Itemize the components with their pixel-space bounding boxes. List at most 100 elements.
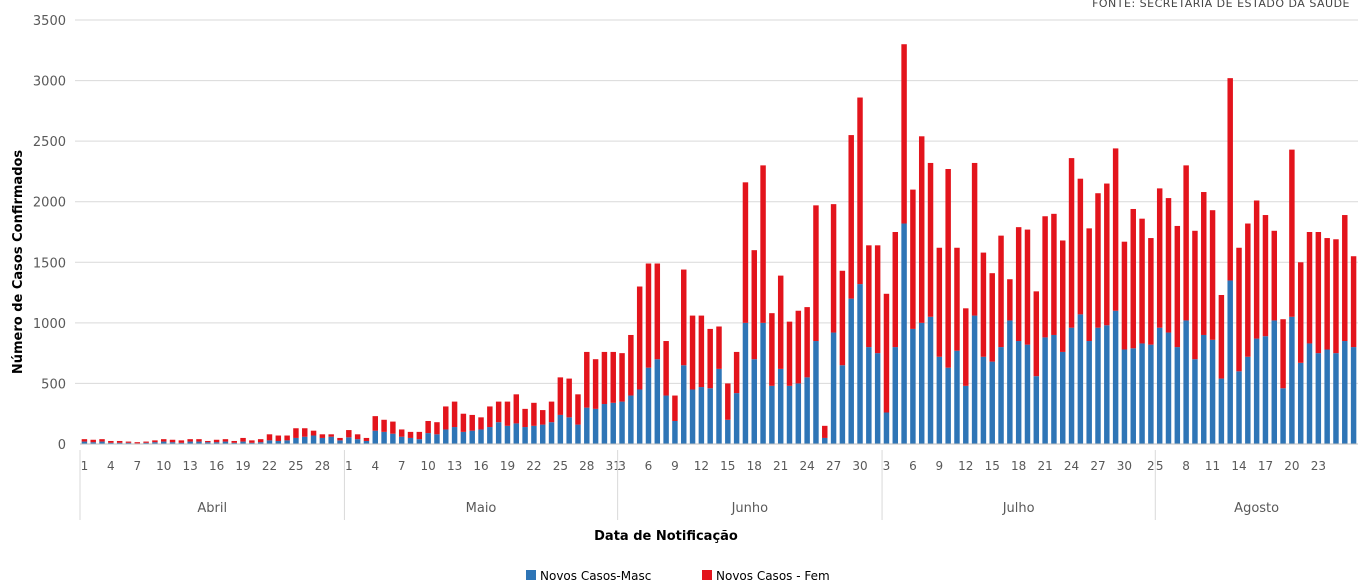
bar-fem: [707, 328, 713, 389]
x-tick-label: 18: [747, 459, 762, 473]
bar-fem: [99, 439, 105, 442]
bar-masc: [883, 412, 890, 444]
bar-masc: [169, 442, 176, 444]
bar-masc: [786, 385, 793, 444]
x-tick-label: 27: [1090, 459, 1105, 473]
y-tick-label: 1000: [33, 317, 66, 332]
bar-fem: [1183, 165, 1189, 321]
bar-masc: [1280, 388, 1286, 444]
bar-masc: [707, 388, 713, 444]
bar-masc: [575, 424, 581, 444]
bar-fem: [874, 245, 881, 354]
bar-masc: [504, 425, 511, 444]
x-tick-label: 7: [398, 459, 406, 473]
bar-masc: [1253, 338, 1260, 444]
bar-fem: [1324, 238, 1330, 350]
bar-masc: [1201, 334, 1207, 444]
bar-fem: [786, 321, 793, 386]
bar-fem: [751, 250, 757, 360]
bar-fem: [945, 169, 951, 368]
bar-fem: [275, 435, 282, 441]
bar-masc: [310, 435, 317, 444]
bar-masc: [1324, 349, 1330, 444]
bar-masc: [1077, 314, 1084, 444]
bar-fem: [1218, 294, 1225, 379]
bar-masc: [372, 430, 378, 444]
bar-masc: [213, 442, 220, 444]
bar-masc: [557, 414, 564, 444]
bar-fem: [566, 378, 572, 418]
bar-fem: [478, 417, 484, 430]
bar-fem: [654, 263, 661, 360]
bar-masc: [390, 433, 396, 444]
bar-fem: [989, 273, 995, 362]
bar-masc: [1130, 348, 1136, 444]
bar-masc: [302, 436, 308, 444]
bar-masc: [328, 436, 334, 444]
bar-fem: [910, 189, 916, 329]
bar-masc: [910, 328, 916, 444]
bar-masc: [1342, 341, 1348, 444]
bar-fem: [681, 269, 687, 366]
x-tick-label: 1: [345, 459, 353, 473]
bar-fem: [1033, 291, 1040, 377]
bar-masc: [857, 284, 863, 444]
bar-masc: [998, 347, 1004, 444]
bar-masc: [971, 315, 978, 444]
bar-fem: [689, 315, 696, 390]
bar-masc: [1051, 334, 1057, 444]
bar-masc: [275, 440, 282, 444]
bar-masc: [346, 437, 352, 444]
bar-fem: [1297, 262, 1304, 363]
bar-masc: [830, 332, 837, 444]
bar-masc: [469, 430, 475, 444]
x-tick-label: 10: [421, 459, 436, 473]
bar-masc: [628, 395, 634, 444]
bar-fem: [398, 429, 405, 437]
bar-fem: [257, 439, 264, 443]
x-tick-label: 6: [909, 459, 917, 473]
bar-masc: [733, 393, 740, 444]
bar-fem: [839, 270, 846, 366]
bar-fem: [328, 434, 334, 437]
x-tick-label: 11: [1205, 459, 1220, 473]
x-tick-label: 27: [826, 459, 841, 473]
bar-masc: [160, 441, 167, 444]
bar-masc: [822, 437, 828, 444]
bar-fem: [725, 383, 731, 420]
bar-fem: [1121, 241, 1128, 350]
bar-fem: [769, 313, 775, 386]
bar-masc: [1297, 362, 1304, 444]
bar-masc: [1104, 325, 1110, 444]
bar-masc: [1042, 337, 1048, 444]
bar-masc: [337, 440, 343, 444]
bar-fem: [513, 394, 520, 424]
bar-fem: [160, 439, 167, 442]
bar-masc: [751, 359, 757, 444]
bar-fem: [125, 441, 132, 443]
x-tick-label: 17: [1258, 459, 1273, 473]
bar-masc: [266, 440, 273, 444]
bar-fem: [733, 351, 740, 394]
x-tick-label: 19: [500, 459, 515, 473]
bar-masc: [1024, 344, 1031, 444]
y-tick-label: 3500: [33, 14, 66, 29]
bar-masc: [125, 442, 132, 444]
bar-masc: [963, 385, 969, 444]
bar-masc: [548, 422, 555, 444]
bar-masc: [1315, 353, 1322, 444]
x-tick-label: 22: [262, 459, 277, 473]
bar-fem: [522, 408, 528, 428]
bar-fem: [1333, 239, 1339, 354]
bar-fem: [381, 419, 387, 432]
bar-fem: [407, 431, 414, 438]
bar-masc: [681, 365, 687, 444]
bar-fem: [108, 440, 114, 443]
bar-fem: [822, 425, 828, 438]
bar-masc: [1271, 320, 1278, 444]
bar-masc: [240, 441, 246, 444]
bar-fem: [81, 439, 88, 442]
bar-masc: [1148, 344, 1154, 444]
bar-masc: [892, 347, 899, 444]
bar-masc: [451, 427, 458, 444]
